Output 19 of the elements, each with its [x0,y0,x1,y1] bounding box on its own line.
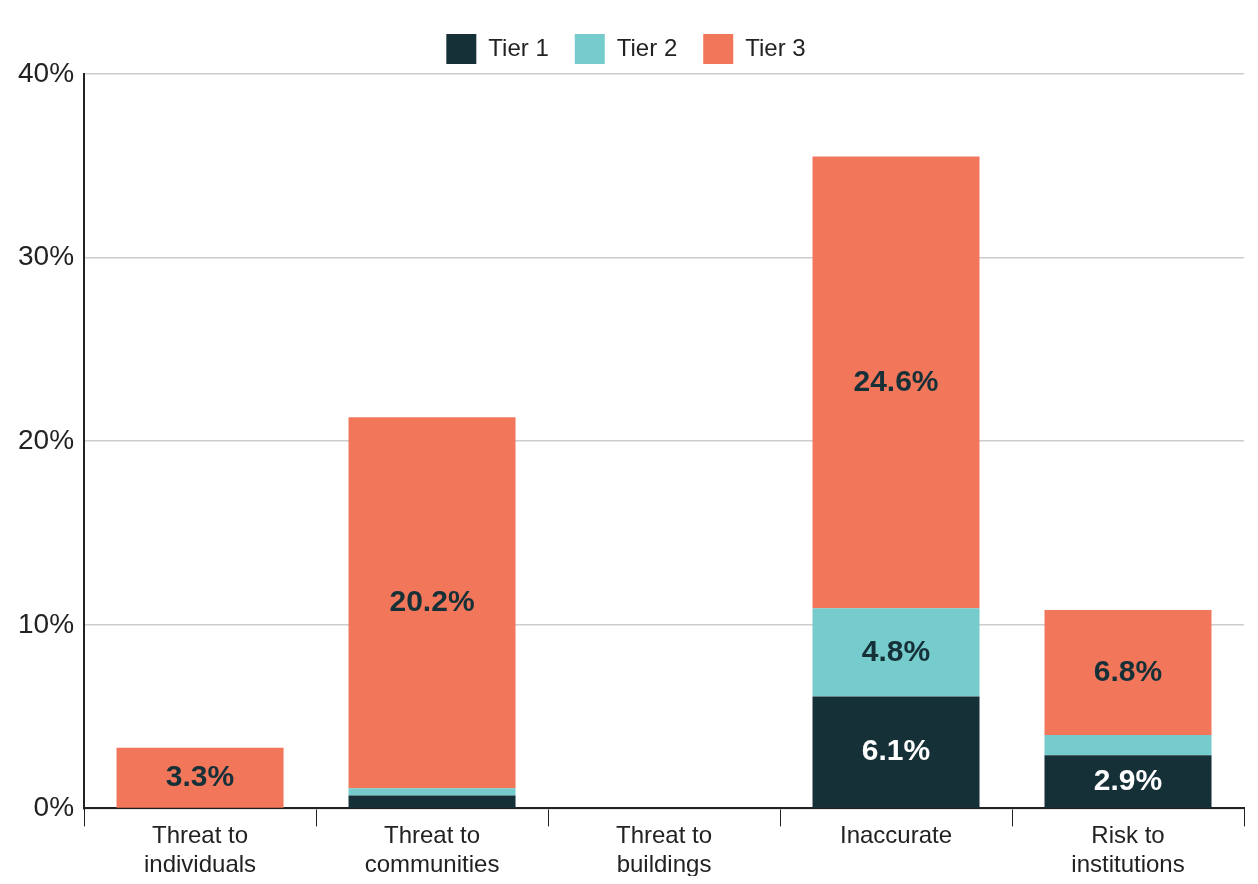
data-label: 3.3% [165,759,235,792]
data-label: 2.9% [1093,762,1163,796]
x-tick-label: Threat to communities [364,821,500,878]
y-tick-label: 10% [17,607,75,639]
data-label: 6.1% [861,733,931,767]
y-tick-label: 30% [17,240,75,272]
legend-label: Tier 2 [616,33,678,61]
x-tick-label: Threat to individuals [144,821,257,878]
data-label: 4.8% [861,633,931,667]
legend-label: Tier 3 [745,33,806,61]
y-tick-label: 40% [17,56,75,88]
y-tick-label: 0% [33,791,75,823]
data-label: 24.6% [853,363,939,397]
data-label: 6.8% [1093,653,1163,687]
y-tick-label: 20% [17,423,75,455]
legend-label: Tier 1 [488,33,549,61]
x-tick-label: Inaccurate [839,821,953,849]
x-tick-label: Risk to institutions [1071,821,1185,878]
data-label: 20.2% [389,584,475,618]
